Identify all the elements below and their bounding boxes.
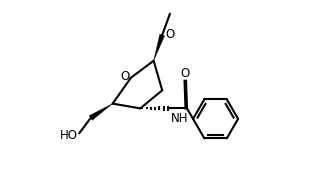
Text: NH: NH [170,112,188,125]
Polygon shape [154,34,165,61]
Text: HO: HO [60,129,78,142]
Text: O: O [165,27,174,41]
Polygon shape [89,104,113,120]
Text: O: O [121,70,130,83]
Text: O: O [181,67,190,80]
